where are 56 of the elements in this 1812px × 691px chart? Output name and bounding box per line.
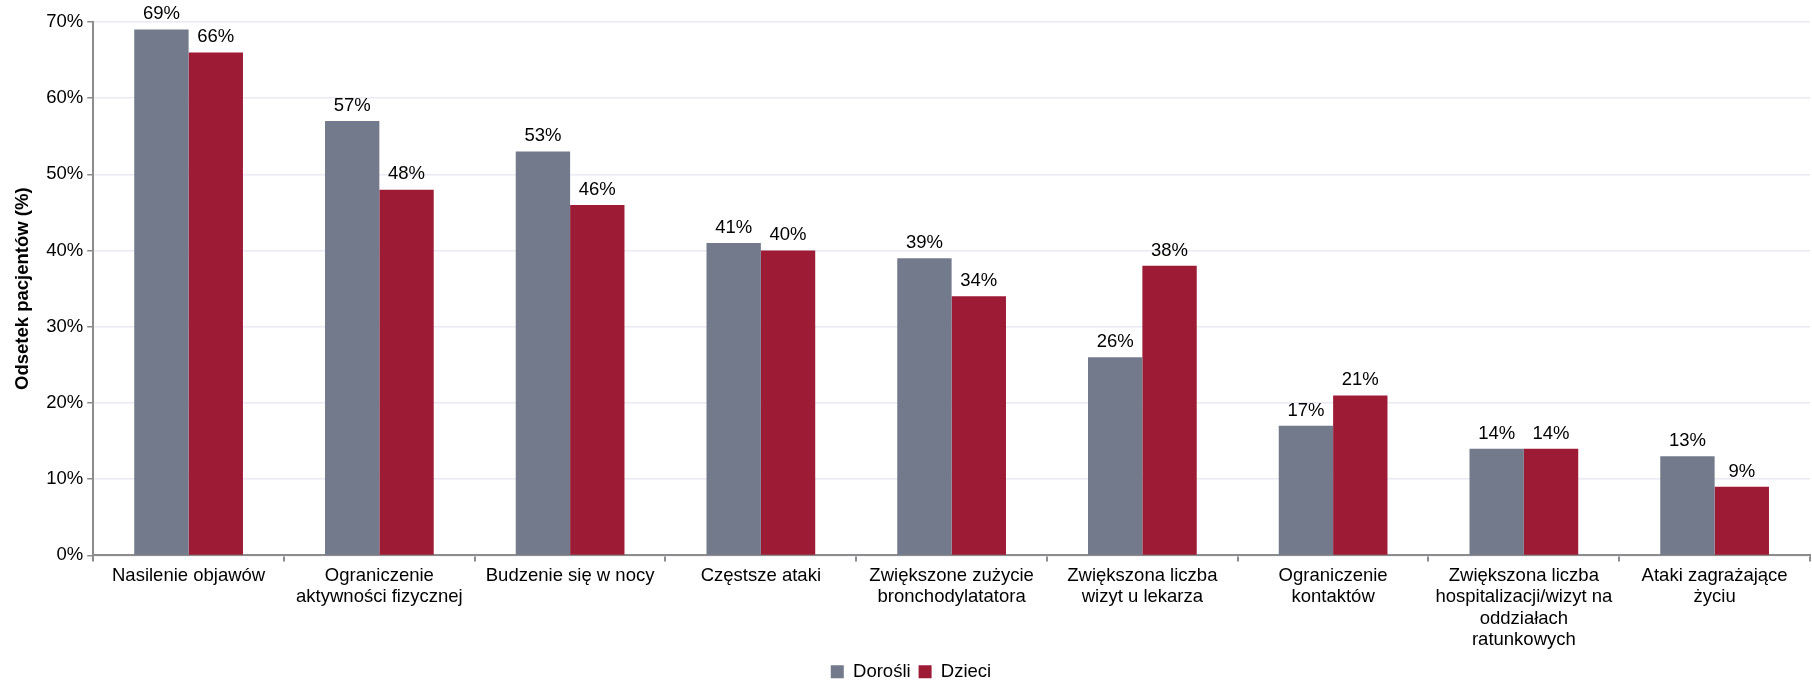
bar	[515, 151, 571, 555]
x-tick-label: Zwiększona liczba wizyt u lekarza	[1067, 564, 1219, 607]
bar	[897, 258, 952, 555]
data-label: 41%	[715, 215, 753, 237]
data-label: 46%	[578, 177, 616, 199]
x-tick-label: Ograniczenie kontaktów	[1278, 564, 1388, 607]
x-tick-label: Ograniczenie aktywności fizycznej	[296, 564, 463, 607]
data-label: 48%	[388, 162, 426, 184]
bar	[1088, 357, 1143, 555]
bar	[188, 52, 243, 555]
bar	[570, 204, 625, 555]
data-label: 53%	[524, 124, 562, 146]
x-tick-label: Zwiększona liczba hospitalizacji/wizyt na oddziałach ratunkowych	[1435, 564, 1613, 649]
y-tick-label: 50%	[46, 162, 84, 184]
data-label: 40%	[769, 223, 807, 245]
x-tick-label: Nasilenie objawów	[111, 564, 266, 586]
bar	[1523, 448, 1579, 555]
legend-label: Dorośli	[853, 659, 911, 681]
y-axis-title: Odsetek pacjentów (%)	[11, 187, 33, 390]
data-label: 13%	[1668, 429, 1706, 451]
y-tick-label: 70%	[46, 10, 84, 32]
bar	[760, 250, 816, 555]
bar	[951, 296, 1006, 555]
bar	[1469, 448, 1524, 555]
data-label: 21%	[1341, 368, 1379, 390]
y-tick-label: 60%	[46, 86, 84, 108]
data-label: 57%	[333, 93, 371, 115]
bar	[1333, 395, 1388, 555]
x-tick-label: Budzenie się w nocy	[485, 564, 656, 586]
y-tick-label: 0%	[56, 543, 84, 565]
data-label: 34%	[960, 269, 998, 291]
bar	[379, 189, 434, 555]
data-label: 14%	[1532, 421, 1570, 443]
bar	[1660, 456, 1715, 555]
y-tick-label: 20%	[46, 391, 84, 413]
bar	[1714, 486, 1769, 555]
bar	[134, 29, 189, 555]
bar	[1278, 425, 1334, 555]
bar	[706, 242, 761, 555]
y-tick-label: 10%	[46, 467, 84, 489]
y-tick-label: 40%	[46, 238, 84, 260]
x-tick-label: Częstsze ataki	[700, 564, 822, 586]
data-label: 26%	[1096, 330, 1134, 352]
data-label: 9%	[1728, 459, 1756, 481]
data-label: 38%	[1151, 238, 1189, 260]
data-label: 17%	[1287, 398, 1325, 420]
y-tick-label: 30%	[46, 314, 84, 336]
bar	[324, 121, 380, 555]
data-label: 14%	[1478, 421, 1516, 443]
data-label: 69%	[142, 2, 180, 24]
x-tick-label: Ataki zagrażające życiu	[1641, 564, 1788, 607]
legend-label: Dzieci	[940, 659, 992, 681]
x-tick-label: Zwiększone zużycie bronchodylatatora	[869, 564, 1034, 607]
bar	[1142, 265, 1197, 555]
data-label: 39%	[905, 231, 943, 253]
data-label: 66%	[197, 25, 235, 47]
